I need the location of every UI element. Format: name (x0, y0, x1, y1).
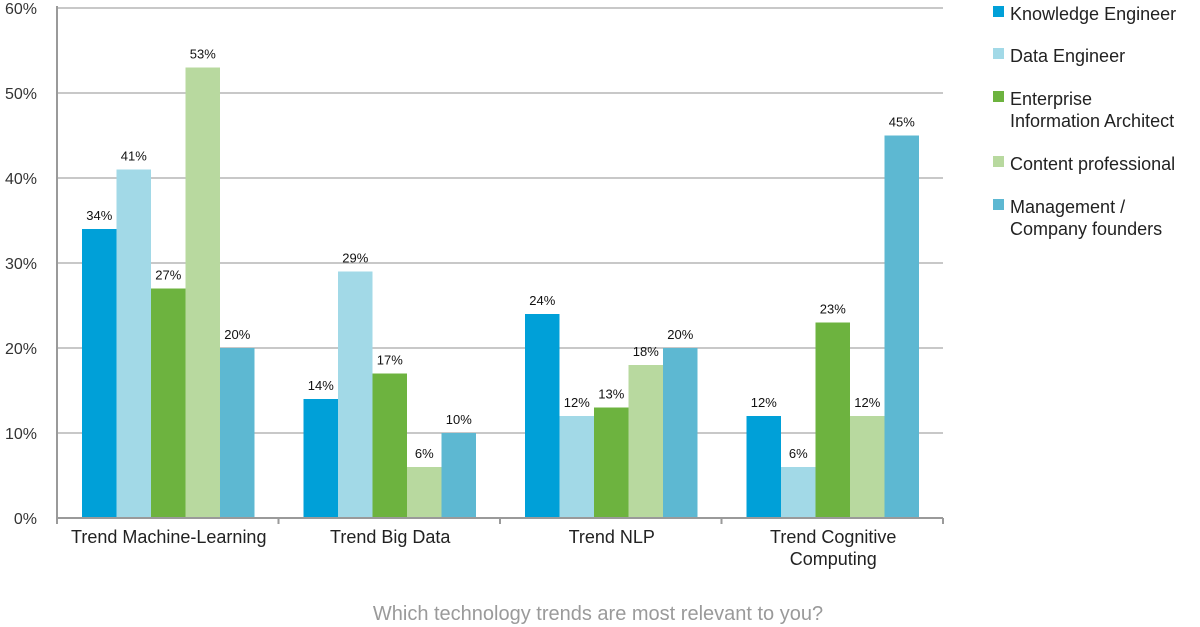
data-label: 13% (598, 387, 624, 402)
data-label: 12% (564, 395, 590, 410)
bar (815, 322, 850, 518)
bar (116, 169, 151, 518)
legend-swatch (993, 156, 1004, 167)
legend: Knowledge Engineer Data Engineer Enterpris… (993, 4, 1176, 239)
data-label: 53% (190, 47, 216, 62)
data-label: 24% (529, 293, 555, 308)
y-tick-label: 50% (5, 86, 37, 103)
chart-caption: Which technology trends are most relevan… (373, 603, 823, 625)
x-axis-ticks: Trend Machine-Learning Trend Big Data Tren… (71, 527, 896, 569)
data-label: 29% (342, 251, 368, 266)
data-label: 14% (308, 378, 334, 393)
bar (372, 373, 407, 518)
bar (746, 416, 781, 518)
bar (220, 348, 255, 518)
bar (441, 433, 476, 518)
bar (185, 67, 220, 518)
y-tick-label: 0% (14, 511, 37, 528)
x-tick-label: Trend NLP (569, 527, 655, 547)
bar (338, 271, 373, 518)
data-label: 45% (889, 115, 915, 130)
legend-item: Knowledge Engineer (993, 4, 1176, 24)
data-label: 20% (667, 327, 693, 342)
legend-label: Information Architect (1010, 111, 1174, 131)
legend-label: Enterprise (1010, 89, 1092, 109)
legend-label: Data Engineer (1010, 46, 1125, 66)
bar (82, 229, 117, 518)
legend-label: Content professional (1010, 154, 1175, 174)
data-label: 27% (155, 268, 181, 283)
x-tick-label: Trend Big Data (330, 527, 451, 547)
data-labels: 34% 14% 24% 12% 41% 29% 12% 6% 27% 17% 13% 23% 53% 6%… (86, 47, 915, 462)
y-tick-label: 60% (5, 1, 37, 18)
x-tick-label: Trend Machine-Learning (71, 527, 266, 547)
y-tick-label: 20% (5, 341, 37, 358)
data-label: 18% (633, 344, 659, 359)
bar (628, 365, 663, 518)
legend-swatch (993, 6, 1004, 17)
bar (151, 288, 186, 518)
bar (559, 416, 594, 518)
bar (407, 467, 442, 518)
legend-label: Company founders (1010, 219, 1162, 239)
data-label: 41% (121, 149, 147, 164)
bar (663, 348, 698, 518)
legend-swatch (993, 91, 1004, 102)
bar (850, 416, 885, 518)
data-label: 20% (224, 327, 250, 342)
legend-label: Knowledge Engineer (1010, 4, 1176, 24)
data-label: 12% (751, 395, 777, 410)
data-label: 17% (377, 353, 403, 368)
legend-swatch (993, 199, 1004, 210)
y-tick-label: 10% (5, 426, 37, 443)
legend-item: Management /Company founders (993, 197, 1162, 239)
bar (525, 314, 560, 518)
data-label: 12% (854, 395, 880, 410)
bar (781, 467, 816, 518)
y-axis-ticks: 0% 10% 20% 30% 40% 50% 60% (5, 1, 37, 528)
legend-item: Content professional (993, 154, 1175, 174)
bar (303, 399, 338, 518)
data-label: 34% (86, 208, 112, 223)
x-tick-label: Trend Cognitive (770, 527, 896, 547)
data-label: 6% (415, 446, 434, 461)
bar (594, 407, 629, 518)
data-label: 23% (820, 302, 846, 317)
bars (82, 67, 919, 518)
y-tick-label: 40% (5, 171, 37, 188)
data-label: 10% (446, 412, 472, 427)
bar (884, 135, 919, 518)
legend-item: Data Engineer (993, 46, 1125, 66)
legend-label: Management / (1010, 197, 1125, 217)
axes (56, 6, 944, 524)
x-tick-label: Computing (790, 549, 877, 569)
y-tick-label: 30% (5, 256, 37, 273)
data-label: 6% (789, 446, 808, 461)
legend-swatch (993, 48, 1004, 59)
